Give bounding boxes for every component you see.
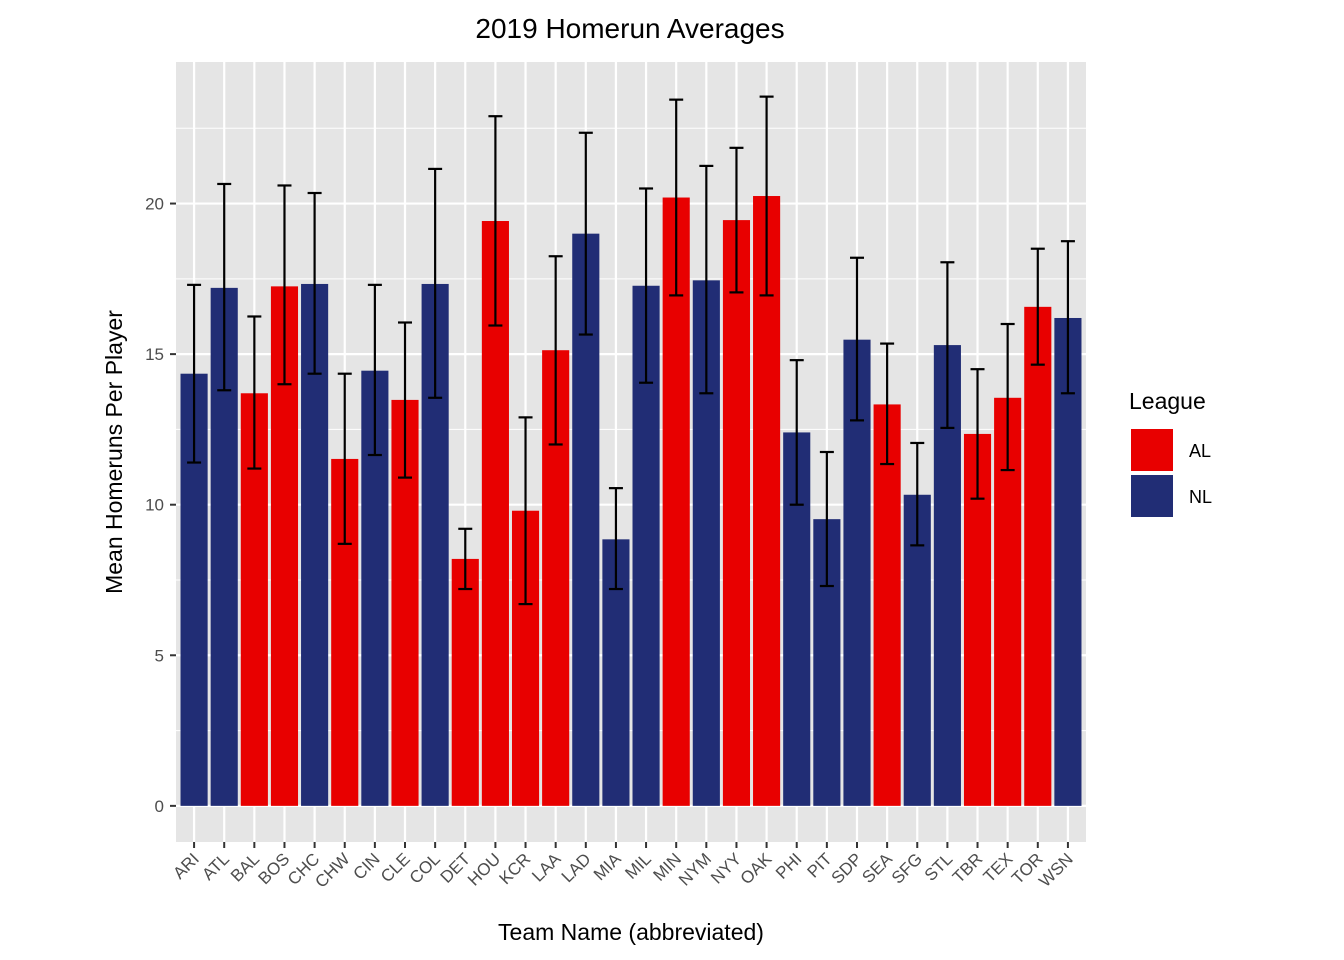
x-tick-label: SFG <box>888 849 926 887</box>
y-tick-label: 20 <box>145 195 164 214</box>
bar-oak <box>753 196 781 806</box>
x-axis-title: Team Name (abbreviated) <box>498 919 764 945</box>
x-tick-label: BAL <box>227 849 263 885</box>
error-bar-col <box>428 167 443 399</box>
error-bar-wsn <box>1060 240 1075 395</box>
error-bar-lad <box>578 131 593 336</box>
bar-sea <box>873 404 901 806</box>
y-tick-label: 5 <box>155 646 164 665</box>
bar-min <box>662 197 690 806</box>
x-tick-label: ARI <box>169 849 202 882</box>
error-bar-min <box>669 98 684 297</box>
x-tick-label: SEA <box>858 849 896 887</box>
error-bar-tbr <box>970 368 985 500</box>
error-bar-oak <box>759 95 774 297</box>
x-tick-label: HOU <box>464 849 504 889</box>
x-tick-label: BOS <box>254 849 293 888</box>
x-axis: ARIATLBALBOSCHCCHWCINCLECOLDETHOUKCRLAAL… <box>169 842 1077 892</box>
bar-nyy <box>722 220 751 806</box>
legend: League AL NL <box>1129 388 1212 517</box>
error-bar-hou <box>488 115 503 327</box>
error-bar-bos <box>277 184 292 386</box>
bar-sfg <box>903 494 931 806</box>
error-bar-kcr <box>518 416 533 606</box>
error-bar-cin <box>367 283 382 457</box>
legend-swatch-al <box>1131 429 1173 471</box>
y-tick-label: 15 <box>145 345 164 364</box>
legend-label-nl: NL <box>1189 487 1212 507</box>
error-bar-nyy <box>729 146 744 294</box>
legend-title: League <box>1129 388 1206 414</box>
error-bar-chc <box>307 191 322 375</box>
x-tick-label: CHW <box>311 849 353 891</box>
x-tick-label: OAK <box>737 849 776 888</box>
error-bar-sfg <box>910 441 925 547</box>
error-bar-ari <box>187 283 202 464</box>
bar-wsn <box>1054 317 1082 806</box>
error-bar-mil <box>639 187 654 384</box>
x-tick-label: WSN <box>1035 849 1076 890</box>
error-bar-sea <box>880 342 895 466</box>
error-bar-mia <box>608 487 623 591</box>
x-tick-label: STL <box>921 849 956 884</box>
y-axis-title: Mean Homeruns Per Player <box>101 310 127 594</box>
error-bar-nym <box>699 164 714 395</box>
legend-swatch-nl <box>1131 475 1173 517</box>
error-bar-tex <box>1000 322 1015 472</box>
error-bar-cle <box>398 321 413 479</box>
x-tick-label: CLE <box>377 849 414 886</box>
x-tick-label: SDP <box>828 849 866 887</box>
x-tick-label: MIL <box>621 849 654 882</box>
y-tick-label: 10 <box>145 496 164 515</box>
x-tick-label: LAA <box>528 849 565 886</box>
x-tick-label: LAD <box>558 849 595 886</box>
x-tick-label: KCR <box>496 849 535 888</box>
error-bar-bal <box>247 315 262 470</box>
error-bar-sdp <box>849 256 864 422</box>
x-tick-label: TBR <box>949 849 986 886</box>
error-bar-atl <box>217 182 232 392</box>
y-axis: 0 5 10 15 20 <box>145 195 176 816</box>
error-bar-tor <box>1030 247 1045 366</box>
x-tick-label: TEX <box>980 849 1017 886</box>
error-bar-chw <box>337 372 352 545</box>
error-bar-det <box>458 527 473 591</box>
x-tick-label: ATL <box>198 849 233 884</box>
bar-det <box>451 558 479 806</box>
x-tick-label: CIN <box>350 849 384 883</box>
error-bar-stl <box>940 261 955 430</box>
y-tick-label: 0 <box>155 797 164 816</box>
chart-title: 2019 Homerun Averages <box>475 13 784 44</box>
error-bar-phi <box>789 359 804 506</box>
x-tick-label: MIA <box>590 849 625 884</box>
bar-tor <box>1024 306 1052 806</box>
error-bars <box>187 95 1075 606</box>
x-tick-label: NYM <box>675 849 715 889</box>
legend-label-al: AL <box>1189 441 1211 461</box>
error-bar-laa <box>548 255 563 446</box>
x-tick-label: COL <box>406 849 444 887</box>
x-tick-label: PHI <box>772 849 805 882</box>
x-tick-label: NYY <box>707 849 745 887</box>
error-bar-pit <box>819 450 834 588</box>
